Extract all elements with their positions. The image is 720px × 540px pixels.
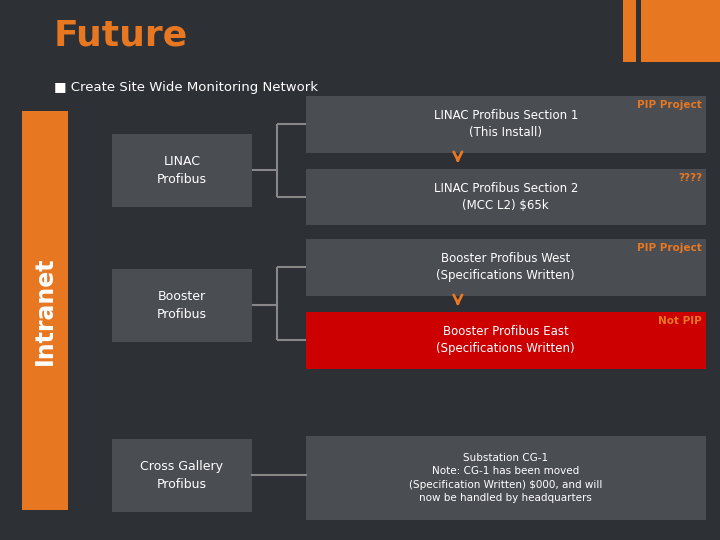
Text: ????: ????: [678, 173, 702, 183]
Bar: [641, 0, 720, 62]
Text: Booster Profibus West
(Specifications Written): Booster Profibus West (Specifications Wr…: [436, 252, 575, 282]
Text: LINAC Profibus Section 1
(This Install): LINAC Profibus Section 1 (This Install): [433, 109, 578, 139]
Bar: [22, 111, 68, 510]
Bar: [306, 168, 706, 226]
Bar: [306, 96, 706, 152]
Text: LINAC
Profibus: LINAC Profibus: [157, 154, 207, 186]
Bar: [112, 133, 252, 206]
Text: Cross Gallery
Profibus: Cross Gallery Profibus: [140, 460, 223, 491]
Bar: [112, 438, 252, 512]
Bar: [623, 0, 636, 62]
Text: Intranet: Intranet: [33, 256, 57, 365]
Text: PIP Project: PIP Project: [637, 243, 702, 253]
Text: Booster
Profibus: Booster Profibus: [157, 289, 207, 321]
Bar: [112, 269, 252, 342]
Text: LINAC Profibus Section 2
(MCC L2) $65k: LINAC Profibus Section 2 (MCC L2) $65k: [433, 182, 578, 212]
Text: ■ Create Site Wide Monitoring Network: ■ Create Site Wide Monitoring Network: [54, 81, 318, 94]
Text: PIP Project: PIP Project: [637, 100, 702, 110]
Bar: [306, 312, 706, 368]
Text: Future: Future: [54, 19, 188, 53]
Bar: [306, 239, 706, 296]
Text: Booster Profibus East
(Specifications Written): Booster Profibus East (Specifications Wr…: [436, 325, 575, 355]
Text: Substation CG-1
Note: CG-1 has been moved
(Specification Written) $000, and will: Substation CG-1 Note: CG-1 has been move…: [409, 453, 603, 503]
Text: Not PIP: Not PIP: [658, 316, 702, 326]
Bar: [306, 436, 706, 519]
